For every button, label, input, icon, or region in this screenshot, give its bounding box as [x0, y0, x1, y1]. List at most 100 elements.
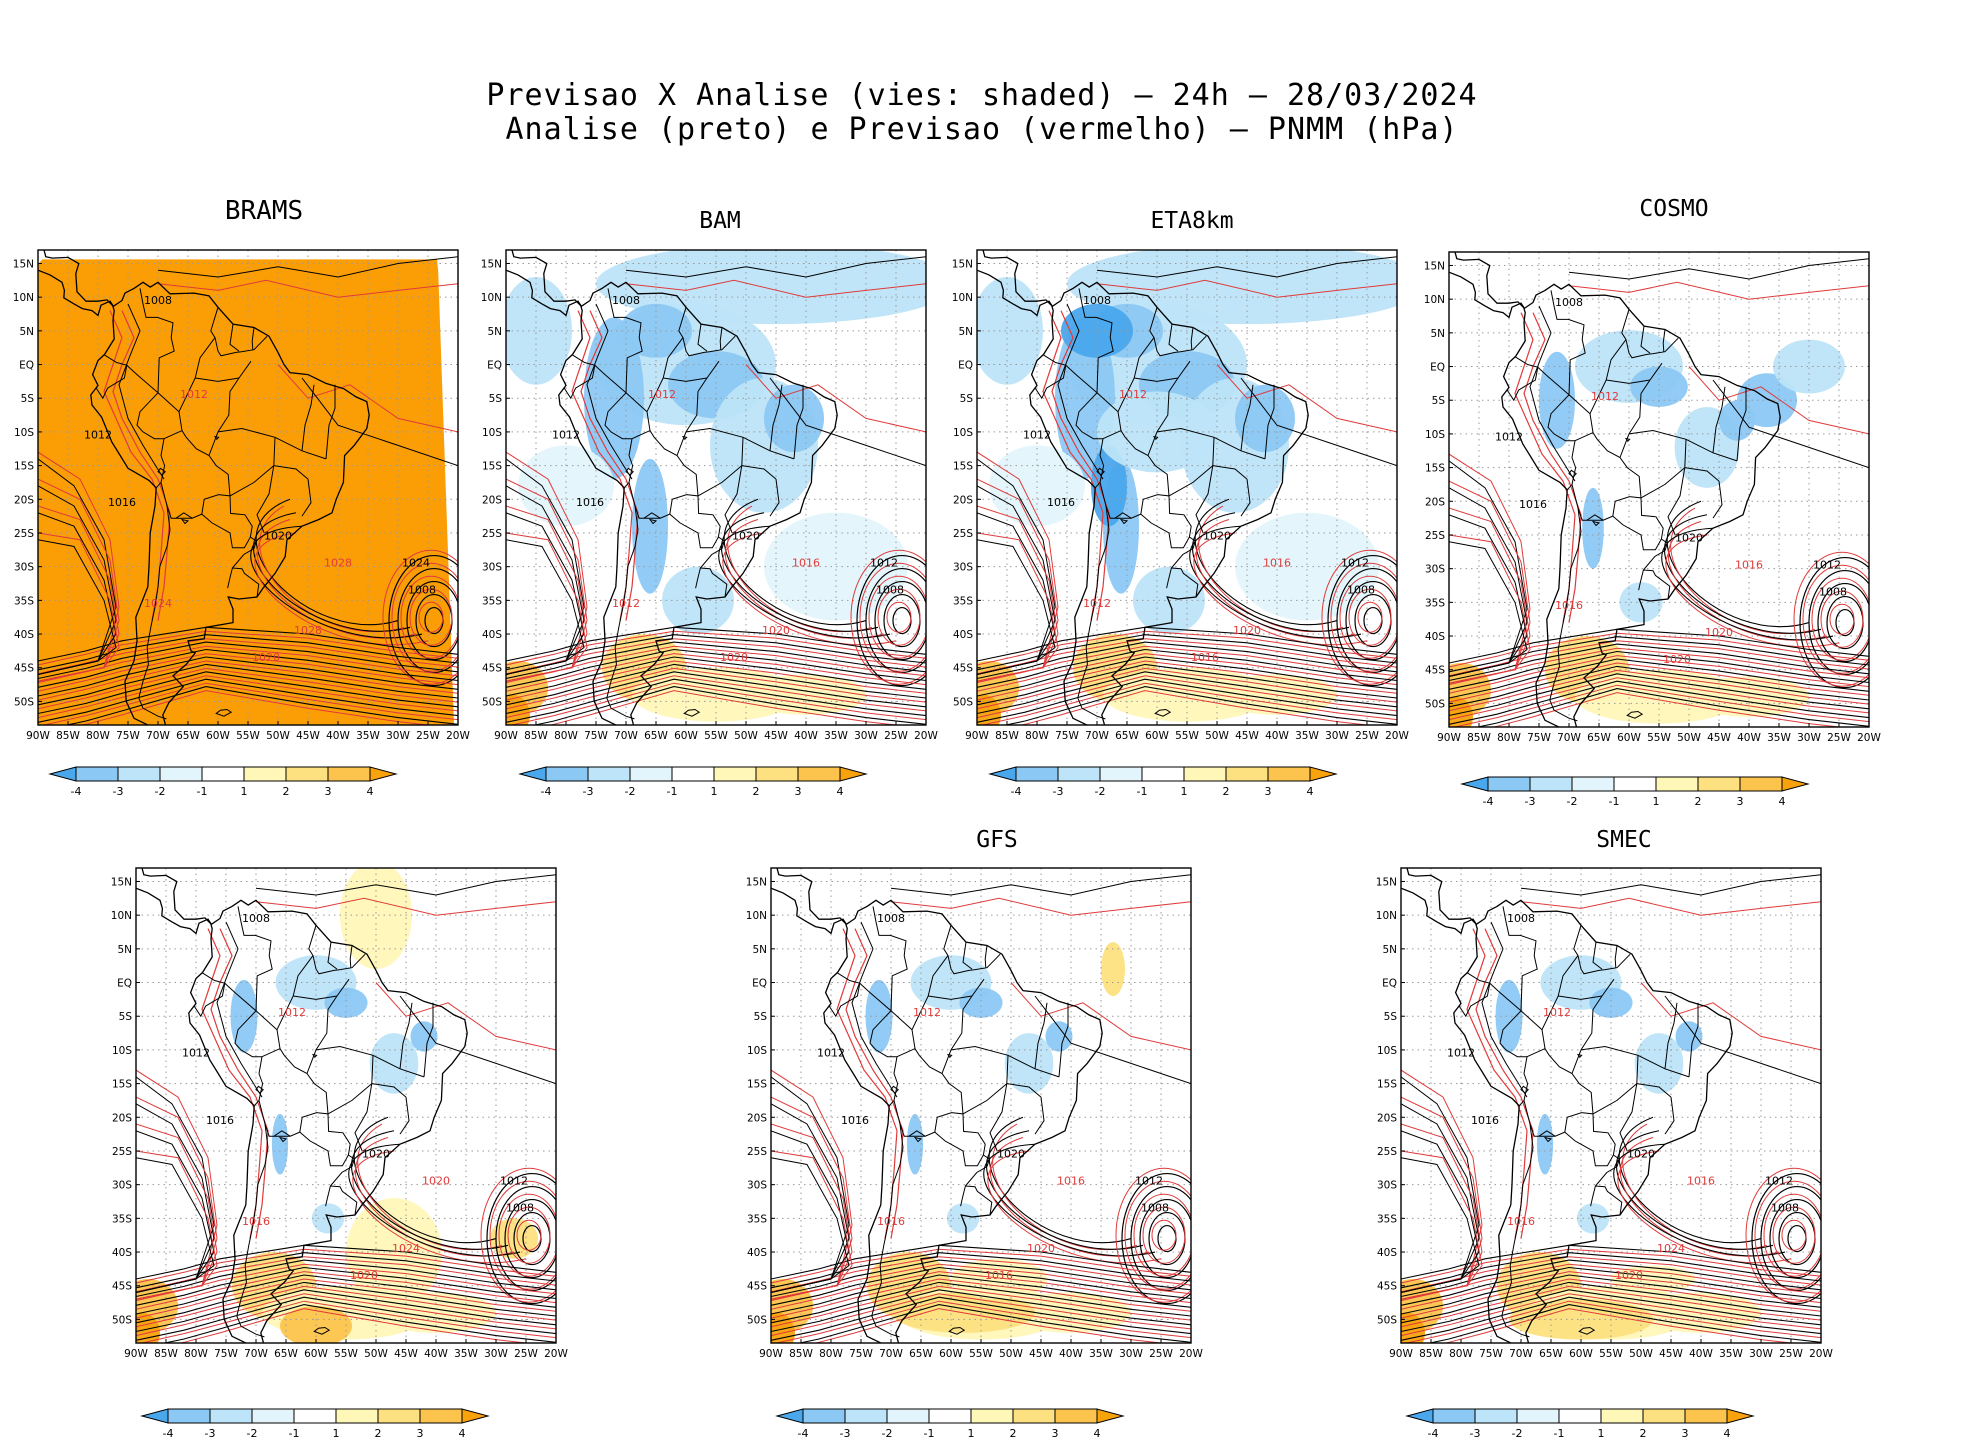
country-border	[911, 955, 949, 1049]
colorbar-smec: -4 -3 -2 -1 1 2 3 4	[1405, 1408, 1755, 1446]
analysis-isobar	[399, 995, 556, 1085]
country-border	[1541, 955, 1579, 1049]
lat-label: 20S	[482, 494, 502, 506]
analysis-isobar	[771, 1157, 850, 1293]
colorbar-label: 4	[1094, 1427, 1101, 1440]
colorbar-label: 3	[795, 785, 802, 798]
lon-label: 85W	[524, 730, 548, 742]
map-panel-smec: 1008 1012 1016 1020 1012 1008 1012 1016 1016 1024…	[1365, 862, 1835, 1373]
analysis-isobar	[1401, 1281, 1821, 1324]
map-panel-bam: 1008 1012 1016 1020 1012 1008 1012 1012 1016 1020…	[470, 244, 940, 755]
colorbar-svg: -4 -3 -2 -1 1 2 3 4	[518, 766, 868, 798]
analysis-isobar	[136, 1266, 556, 1306]
country-border	[1586, 514, 1604, 521]
colorbar-label: 3	[1682, 1427, 1689, 1440]
lon-label: 25W	[1149, 1348, 1173, 1360]
lat-label: EQ	[752, 978, 767, 990]
lat-label: 35S	[1425, 597, 1445, 609]
country-border	[793, 384, 804, 459]
isobar-label-forecast: 1016	[1191, 651, 1219, 664]
analysis-isobar	[506, 678, 926, 723]
isobar-label-forecast: 1012	[612, 597, 640, 610]
analysis-isobar	[38, 678, 458, 723]
lake-outline	[1520, 1085, 1529, 1094]
forecast-isobar	[210, 928, 269, 1239]
country-border	[1195, 437, 1215, 534]
forecast-isobar	[480, 1167, 556, 1303]
lat-label: 35S	[14, 595, 34, 607]
isobar-label-analysis: 1012	[1023, 429, 1051, 442]
analysis-isobar	[1520, 874, 1821, 896]
colorbar-segment	[1571, 776, 1615, 792]
colorbar-label: 4	[837, 785, 844, 798]
country-border	[1619, 1055, 1639, 1152]
lat-label: 45S	[1425, 665, 1445, 677]
colorbar-segment	[1600, 1408, 1644, 1424]
map-panel-eta8km: 1008 1012 1016 1020 1012 1008 1012 1012 1016 1020…	[941, 244, 1411, 755]
colorbar-segment	[140, 1408, 169, 1424]
country-border	[1171, 536, 1196, 569]
map-svg: 1008 1012 1016 1020 1012 1008 1012 1016 1016 1020…	[1424, 251, 1881, 744]
analysis-isobar	[1192, 512, 1350, 632]
isobar-label-forecast: 1020	[1663, 653, 1691, 666]
analysis-isobar	[986, 1130, 1144, 1250]
lat-label: 35S	[1377, 1213, 1397, 1225]
colorbar-bam: -4 -3 -2 -1 1 2 3 4	[518, 766, 868, 804]
lon-label: 75W	[214, 1348, 238, 1360]
lon-label: 65W	[176, 730, 200, 742]
country-border	[1523, 1047, 1594, 1137]
lat-label: 45S	[482, 663, 502, 675]
lon-label: 30W	[484, 1348, 508, 1360]
analysis-isobar	[1712, 379, 1869, 469]
forecast-isobar	[509, 682, 926, 725]
lon-label: 60W	[674, 730, 698, 742]
country-border	[1537, 366, 1577, 491]
colorbar-segment	[928, 1408, 972, 1424]
colorbar-segment	[1613, 776, 1657, 792]
lat-label: EQ	[1382, 978, 1397, 990]
colorbar-label: 2	[1223, 785, 1230, 798]
lat-label: 5N	[752, 944, 767, 956]
analysis-isobar	[1449, 673, 1869, 717]
lon-label: 65W	[1115, 730, 1139, 742]
analysis-isobar	[723, 498, 867, 626]
lat-label: 15S	[1425, 463, 1445, 475]
colorbar-label: -3	[1053, 785, 1064, 798]
country-border	[1117, 337, 1155, 431]
lon-label: 30W	[1749, 1348, 1773, 1360]
analysis-isobar	[506, 648, 926, 688]
lat-label: 15N	[746, 876, 767, 888]
forecast-isobar	[400, 575, 458, 659]
country-border	[943, 925, 1001, 975]
colorbar-svg: -4 -3 -2 -1 1 2 3 4	[1405, 1408, 1755, 1440]
country-border	[669, 495, 721, 549]
coastline-central-america	[38, 250, 115, 317]
country-border	[628, 429, 699, 519]
lon-label: 70W	[244, 1348, 268, 1360]
country-border	[1168, 324, 1179, 352]
forecast-isobar	[1042, 310, 1104, 621]
lat-label: 25S	[953, 528, 973, 540]
country-border	[1240, 384, 1254, 451]
colorbar-segment	[1099, 766, 1143, 782]
forecast-isobar	[771, 1150, 853, 1300]
lon-label: 75W	[1527, 732, 1551, 744]
isobar-label-forecast: 1012	[1083, 597, 1111, 610]
country-border	[1506, 356, 1539, 402]
country-border	[349, 945, 353, 968]
lon-label: 50W	[1205, 730, 1229, 742]
lat-label: 45S	[112, 1281, 132, 1293]
isobar-label-forecast: 1012	[1591, 390, 1619, 403]
forecast-isobar	[1568, 281, 1869, 300]
forecast-isobar	[1617, 1150, 1792, 1264]
colorbar-segment	[1015, 766, 1059, 782]
forecast-isobar	[1449, 640, 1869, 677]
analysis-isobar	[851, 921, 898, 1098]
lat-label: 20S	[14, 494, 34, 506]
lake-outline	[648, 518, 658, 525]
analysis-isobar	[1449, 658, 1869, 699]
colorbar-segment	[1057, 766, 1101, 782]
lat-label: 50S	[953, 696, 973, 708]
forecast-isobar	[201, 928, 263, 1239]
lat-label: 10S	[953, 427, 973, 439]
